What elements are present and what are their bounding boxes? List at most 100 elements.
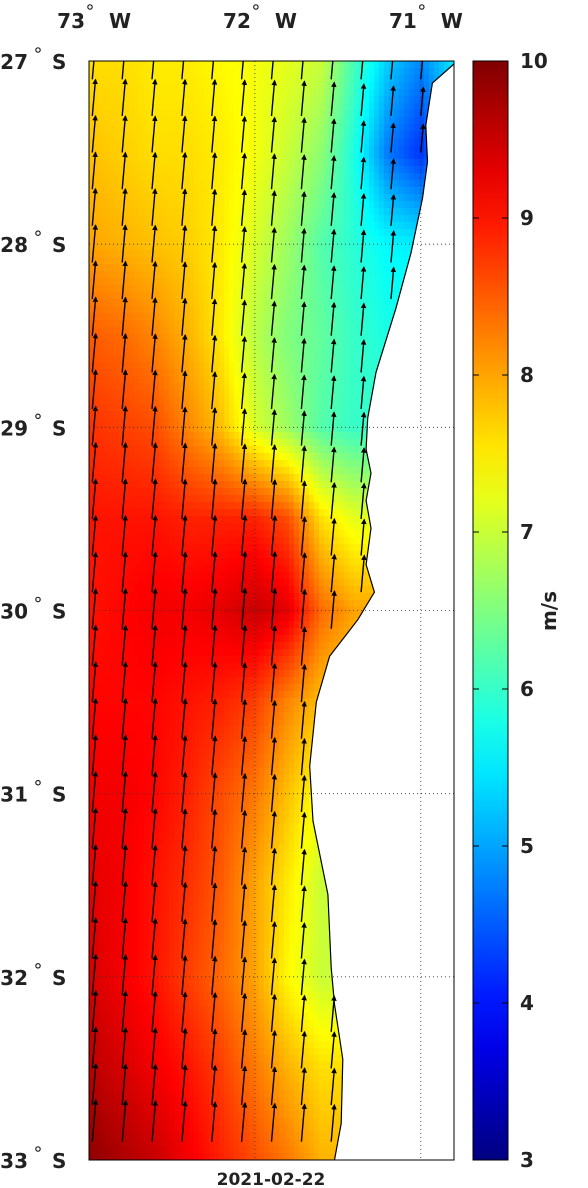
field-cell [89,285,95,293]
field-cell [239,502,245,510]
field-cell [269,82,275,90]
field-cell [89,341,95,349]
field-cell [129,159,135,167]
field-cell [109,187,115,195]
field-cell [294,180,300,188]
field-cell [274,327,280,335]
field-cell [389,75,395,83]
field-cell [159,481,165,489]
field-cell [189,243,195,251]
field-cell [319,509,325,517]
field-cell [354,145,360,153]
field-cell [374,264,380,272]
field-cell [324,264,330,272]
field-cell [204,173,210,181]
field-cell [199,404,205,412]
field-cell [324,138,330,146]
field-cell [129,103,135,111]
field-cell [164,460,170,468]
field-cell [229,313,235,321]
field-cell [304,530,310,538]
field-cell [194,334,200,342]
field-cell [244,320,250,328]
field-cell [184,446,190,454]
field-cell [224,124,230,132]
field-cell [149,383,155,391]
field-cell [124,194,130,202]
field-cell [344,446,350,454]
field-cell [144,488,150,496]
field-cell [129,82,135,90]
field-cell [389,306,395,314]
field-cell [104,131,110,139]
field-cell [349,334,355,342]
field-cell [169,215,175,223]
field-cell [344,103,350,111]
field-cell [364,201,370,209]
field-cell [194,110,200,118]
field-cell [374,285,380,293]
field-cell [139,334,145,342]
field-cell [99,250,105,258]
field-cell [244,418,250,426]
field-cell [419,82,425,90]
field-cell [304,341,310,349]
field-cell [164,271,170,279]
field-cell [124,488,130,496]
field-cell [314,362,320,370]
field-cell [229,495,235,503]
field-cell [129,138,135,146]
field-cell [399,257,405,265]
field-cell [144,306,150,314]
field-cell [229,369,235,377]
field-cell [129,509,135,517]
field-cell [124,362,130,370]
field-cell [99,194,105,202]
field-cell [299,271,305,279]
field-cell [169,173,175,181]
field-cell [254,194,260,202]
field-cell [179,131,185,139]
field-cell [329,383,335,391]
field-cell [184,418,190,426]
field-cell [224,173,230,181]
field-cell [409,110,415,118]
field-cell [259,229,265,237]
field-cell [354,257,360,265]
field-cell [409,117,415,125]
field-cell [164,89,170,97]
field-cell [174,264,180,272]
field-cell [369,341,375,349]
field-cell [244,460,250,468]
field-cell [254,166,260,174]
field-cell [139,159,145,167]
field-cell [94,201,100,209]
field-cell [104,201,110,209]
field-cell [349,222,355,230]
field-cell [334,404,340,412]
field-cell [309,320,315,328]
field-cell [144,355,150,363]
field-cell [214,138,220,146]
field-cell [274,61,280,69]
field-cell [214,362,220,370]
field-cell [299,243,305,251]
field-cell [294,327,300,335]
field-cell [389,166,395,174]
field-cell [379,131,385,139]
field-cell [334,502,340,510]
field-cell [234,229,240,237]
field-cell [189,271,195,279]
field-cell [124,159,130,167]
field-cell [249,418,255,426]
field-cell [164,509,170,517]
field-cell [259,299,265,307]
field-cell [209,271,215,279]
field-cell [124,96,130,104]
field-cell [364,250,370,258]
field-cell [329,369,335,377]
field-cell [314,313,320,321]
field-cell [339,75,345,83]
field-cell [174,481,180,489]
field-cell [99,460,105,468]
